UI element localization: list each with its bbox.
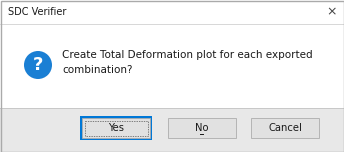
FancyBboxPatch shape [82,118,150,138]
Text: combination?: combination? [62,65,132,75]
FancyBboxPatch shape [251,118,319,138]
Text: SDC Verifier: SDC Verifier [8,7,66,17]
FancyBboxPatch shape [168,118,236,138]
Text: Cancel: Cancel [268,123,302,133]
Text: ?: ? [33,56,43,74]
Circle shape [24,51,52,79]
Text: Yes: Yes [108,123,124,133]
FancyBboxPatch shape [0,0,344,24]
Text: No: No [195,123,209,133]
Text: Create Total Deformation plot for each exported: Create Total Deformation plot for each e… [62,50,313,60]
FancyBboxPatch shape [0,24,344,152]
FancyBboxPatch shape [0,108,344,152]
FancyBboxPatch shape [80,116,152,140]
Text: ×: × [327,5,337,19]
